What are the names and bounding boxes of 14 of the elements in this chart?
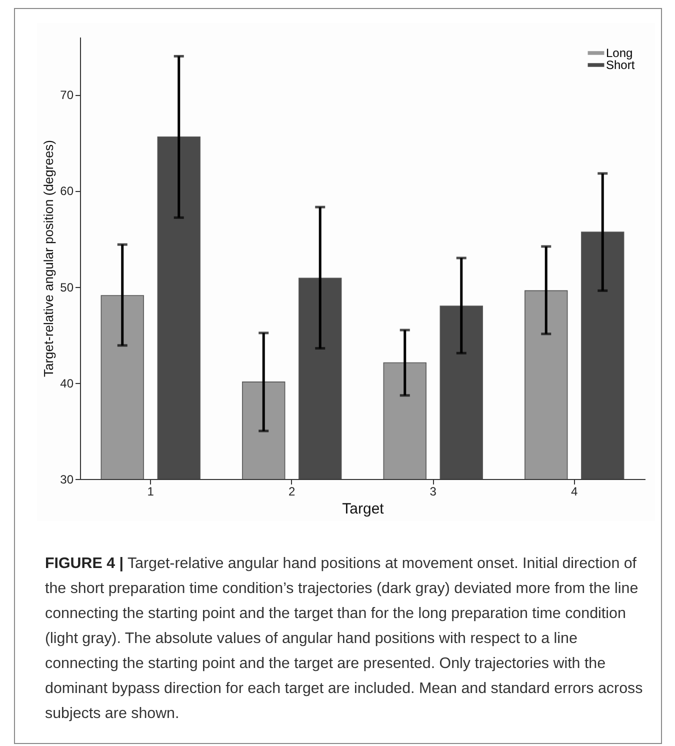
y-tick-label: 60 — [60, 184, 74, 198]
legend-label: Long — [606, 46, 633, 60]
caption: FIGURE 4 | Target-relative angular hand positions at movement onset. Initial direction of the short preparation time condition’s trajectories (dark gray) deviated more from the line connecting the starting point and the target than for the long preparation time condition (light gray). The absolute values of angular hand positions with respect to a line connecting the starting point and the target are presented. Only trajectories with the dominant bypass direction for each target are included. Mean and standard errors across subjects are shown. — [45, 554, 644, 724]
x-tick-label: 2 — [288, 484, 296, 498]
y-tick-label: 30 — [60, 472, 74, 486]
x-tick-label: 4 — [571, 484, 578, 498]
y-tick-label: 40 — [60, 376, 74, 390]
x-tick-label: 3 — [430, 484, 437, 498]
y-tick-label: 70 — [60, 88, 74, 102]
x-tick-label: 1 — [147, 484, 154, 498]
y-tick-label: 50 — [60, 280, 74, 294]
x-axis-title: Target — [342, 500, 385, 518]
legend-label: Short — [606, 58, 636, 72]
y-axis-title: Target-relative angular position (degrees) — [41, 140, 56, 378]
